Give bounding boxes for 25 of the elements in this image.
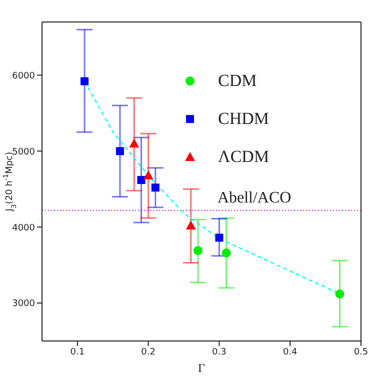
legend-label: CDM bbox=[218, 70, 257, 92]
x-tick-label: 0.2 bbox=[141, 347, 156, 358]
x-tick-label: 0.4 bbox=[282, 347, 298, 358]
point bbox=[335, 289, 344, 298]
point bbox=[222, 248, 231, 258]
point bbox=[129, 138, 140, 148]
y-tick-label: 3000 bbox=[12, 299, 36, 310]
x-tick-label: 0.5 bbox=[354, 347, 368, 358]
y-tick-label: 6000 bbox=[12, 71, 36, 82]
point bbox=[151, 184, 160, 192]
y-tick-label: 5000 bbox=[12, 147, 36, 158]
legend-label: ΛCDM bbox=[218, 146, 270, 168]
point bbox=[116, 147, 124, 156]
legend-label: CHDM bbox=[218, 108, 270, 130]
ref-line-label: Abell/ACO bbox=[217, 189, 292, 206]
x-tick-label: 0.1 bbox=[70, 347, 85, 358]
point bbox=[137, 176, 146, 184]
point bbox=[143, 170, 154, 180]
x-tick-label: 0.3 bbox=[212, 347, 226, 358]
point bbox=[186, 220, 196, 230]
point bbox=[193, 246, 202, 256]
x-axis-title: Γ bbox=[198, 361, 206, 375]
point bbox=[80, 77, 89, 86]
y-tick-label: 4000 bbox=[12, 223, 36, 234]
point bbox=[215, 234, 224, 242]
